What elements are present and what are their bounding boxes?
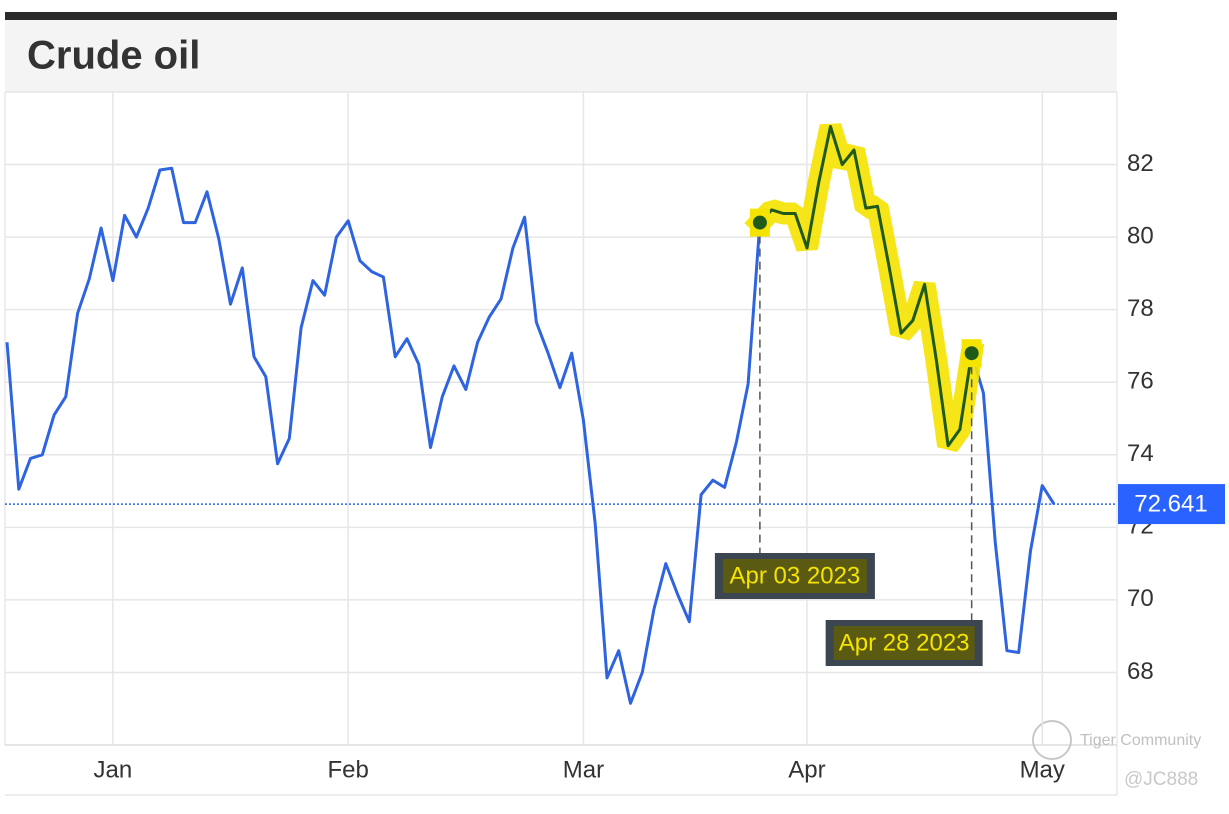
annotation-highlight (833, 626, 975, 660)
x-tick-label: Feb (327, 756, 368, 783)
y-tick-label: 68 (1127, 658, 1154, 685)
chart-title: Crude oil (27, 34, 200, 78)
y-tick-label: 82 (1127, 150, 1154, 177)
x-tick-label: Apr (788, 756, 825, 783)
annotation-label: Apr 28 2023 (839, 629, 970, 656)
watermark-logo (1032, 720, 1072, 760)
annotation-label: Apr 03 2023 (730, 562, 861, 589)
last-value-label: 72.641 (1134, 490, 1207, 517)
last-value-badge (1118, 484, 1225, 525)
header (5, 20, 1117, 92)
y-tick-label: 78 (1127, 295, 1154, 322)
y-tick-label: 74 (1127, 440, 1154, 467)
annotation-highlight (722, 559, 867, 593)
x-tick-label: Jan (94, 756, 133, 783)
y-tick-label: 80 (1127, 222, 1154, 249)
point (964, 346, 979, 361)
line (5, 125, 1056, 705)
x-tick-label: Mar (563, 756, 604, 783)
line (758, 125, 974, 448)
y-tick-label: 76 (1127, 368, 1154, 395)
highlight (744, 123, 985, 453)
x-tick-label: May (1020, 756, 1065, 783)
watermark-text: Tiger Community (1080, 732, 1201, 749)
point (752, 215, 767, 230)
watermark-text: @JC888 (1124, 769, 1198, 790)
y-tick-label: 70 (1127, 585, 1154, 612)
watermark: Tiger Community @JC888 (1032, 720, 1201, 790)
top-bar (5, 12, 1117, 20)
